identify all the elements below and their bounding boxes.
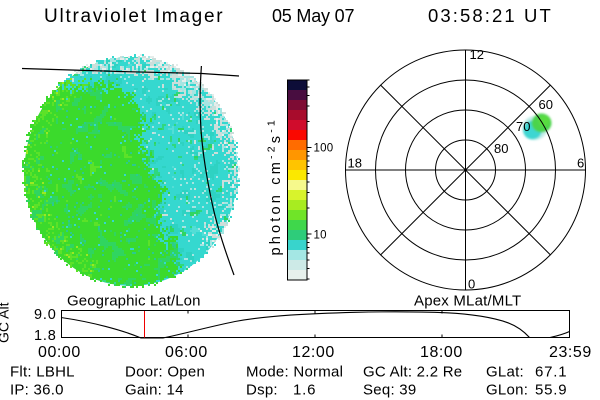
svg-text:Mode: Normal: Mode: Normal [246, 364, 343, 381]
svg-text:Ultraviolet Imager: Ultraviolet Imager [44, 6, 224, 27]
svg-text:12: 12 [470, 47, 484, 62]
svg-text:0: 0 [468, 277, 475, 292]
svg-text:70: 70 [516, 119, 530, 134]
svg-text:Apex MLat/MLT: Apex MLat/MLT [414, 293, 521, 310]
svg-text:1.6: 1.6 [293, 382, 316, 399]
svg-text:00:00: 00:00 [38, 344, 81, 361]
svg-text:55.9: 55.9 [535, 382, 567, 399]
svg-text:12:00: 12:00 [292, 344, 335, 361]
svg-text:Gain: 14: Gain: 14 [125, 382, 184, 399]
svg-text:80: 80 [494, 141, 508, 156]
svg-text:1.8: 1.8 [34, 328, 57, 344]
svg-text:18:00: 18:00 [420, 344, 463, 361]
svg-text:100: 100 [314, 143, 334, 155]
svg-text:6: 6 [577, 156, 584, 171]
svg-text:05 May 07: 05 May 07 [272, 6, 354, 26]
svg-text:Seq: 39: Seq: 39 [363, 382, 416, 399]
svg-text:03:58:21 UT: 03:58:21 UT [428, 5, 553, 26]
svg-text:67.1: 67.1 [535, 364, 567, 381]
svg-text:GLon:: GLon: [486, 382, 528, 399]
svg-text:60: 60 [539, 97, 553, 112]
svg-text:06:00: 06:00 [165, 344, 208, 361]
svg-text:18: 18 [348, 156, 362, 171]
svg-text:GLat:: GLat: [486, 364, 524, 381]
svg-text:Geographic Lat/Lon: Geographic Lat/Lon [67, 293, 201, 310]
svg-text:10: 10 [314, 230, 327, 242]
svg-text:9.0: 9.0 [34, 307, 57, 323]
svg-text:23:59: 23:59 [549, 344, 592, 361]
svg-text:GC Alt: 2.2 Re: GC Alt: 2.2 Re [363, 364, 462, 381]
svg-text:photon cm-2s-1: photon cm-2s-1 [266, 117, 285, 255]
svg-text:GC Alt: GC Alt [0, 302, 12, 343]
svg-text:Flt: LBHL: Flt: LBHL [10, 364, 75, 381]
svg-text:Door: Open: Door: Open [125, 364, 205, 381]
svg-text:Dsp:: Dsp: [246, 382, 278, 399]
svg-text:IP: 36.0: IP: 36.0 [10, 382, 64, 399]
